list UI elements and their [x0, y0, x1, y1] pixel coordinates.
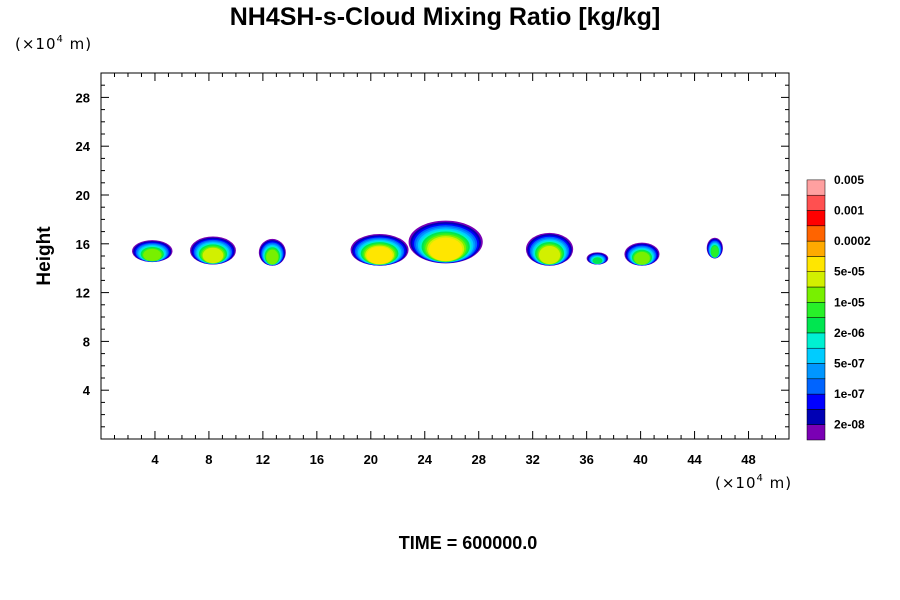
colorbar-label: 2e-08 — [834, 418, 865, 432]
colorbar-swatch — [806, 210, 826, 227]
cloud-cell — [624, 242, 660, 266]
colorbar-swatch — [806, 271, 826, 288]
cloud-contour — [634, 251, 650, 265]
colorbar-swatch — [806, 240, 826, 257]
colorbar-label: 5e-05 — [834, 265, 865, 279]
colorbar: 2e-08 1e-07 5e-07 2e-06 1e-05 5e-05 0.0002 0.00… — [806, 173, 871, 441]
x-tick-label: 40 — [633, 452, 647, 467]
cloud-contour — [143, 248, 162, 262]
x-unit-label: (×104 m) — [715, 473, 792, 492]
colorbar-swatch — [806, 332, 826, 349]
cloud-contour — [266, 249, 279, 265]
colorbar-label: 0.0002 — [834, 234, 871, 248]
colorbar-swatch — [806, 317, 826, 334]
y-tick-label: 24 — [76, 139, 91, 154]
cloud-contour — [592, 257, 603, 264]
colorbar-label: 2e-06 — [834, 326, 865, 340]
x-axis: 4 8 12 16 20 24 28 32 36 40 44 48 — [113, 73, 777, 467]
cloud-contour — [428, 237, 463, 262]
cloud-cell — [525, 232, 574, 266]
colorbar-swatch — [806, 194, 826, 211]
x-tick-label: 20 — [364, 452, 378, 467]
x-tick-label: 28 — [471, 452, 485, 467]
cloud-contour — [538, 245, 561, 265]
cloud-cell — [190, 236, 236, 265]
x-tick-label: 8 — [205, 452, 212, 467]
y-tick-label: 20 — [76, 188, 90, 203]
colorbar-swatch — [806, 256, 826, 272]
cloud-cell — [706, 237, 723, 259]
cloud-cell — [132, 240, 173, 263]
cloud-field — [132, 220, 723, 266]
cloud-cell — [258, 238, 286, 266]
colorbar-swatch — [806, 225, 826, 242]
x-tick-label: 48 — [741, 452, 755, 467]
y-tick-label: 16 — [76, 237, 90, 252]
y-tick-label: 8 — [83, 334, 90, 349]
colorbar-swatch — [806, 347, 826, 364]
y-tick-label: 28 — [76, 90, 90, 105]
cloud-contour — [711, 245, 719, 258]
y-tick-label: 4 — [83, 383, 91, 398]
y-axis: 4 8 12 16 20 24 28 — [76, 84, 789, 428]
x-tick-label: 32 — [525, 452, 539, 467]
colorbar-label: 0.005 — [834, 173, 864, 187]
cloud-contour — [202, 247, 224, 264]
chart-title: NH4SH-s-Cloud Mixing Ratio [kg/kg] — [230, 3, 661, 31]
x-tick-label: 44 — [687, 452, 702, 467]
colorbar-swatch — [806, 179, 826, 196]
time-label: TIME = 600000.0 — [399, 533, 538, 553]
y-tick-label: 12 — [76, 286, 90, 301]
colorbar-label: 0.001 — [834, 204, 864, 218]
x-tick-label: 24 — [418, 452, 433, 467]
colorbar-swatch — [806, 409, 826, 425]
colorbar-label: 1e-07 — [834, 387, 865, 401]
colorbar-swatch — [806, 378, 826, 395]
cloud-cell — [350, 234, 409, 266]
colorbar-swatch — [806, 286, 826, 303]
cloud-cell — [408, 220, 483, 264]
cloud-cell — [586, 252, 609, 265]
colorbar-swatch — [806, 393, 826, 410]
colorbar-swatch — [806, 302, 826, 318]
colorbar-swatch — [806, 424, 826, 441]
y-axis-label: Height — [34, 226, 55, 286]
y-unit-label: (×104 m) — [15, 34, 92, 53]
x-tick-label: 16 — [310, 452, 324, 467]
x-tick-label: 4 — [151, 452, 159, 467]
x-tick-label: 36 — [579, 452, 593, 467]
colorbar-swatch — [806, 363, 826, 380]
cloud-contour — [366, 246, 393, 265]
x-tick-label: 12 — [256, 452, 270, 467]
colorbar-label: 5e-07 — [834, 357, 865, 371]
colorbar-label: 1e-05 — [834, 295, 865, 309]
